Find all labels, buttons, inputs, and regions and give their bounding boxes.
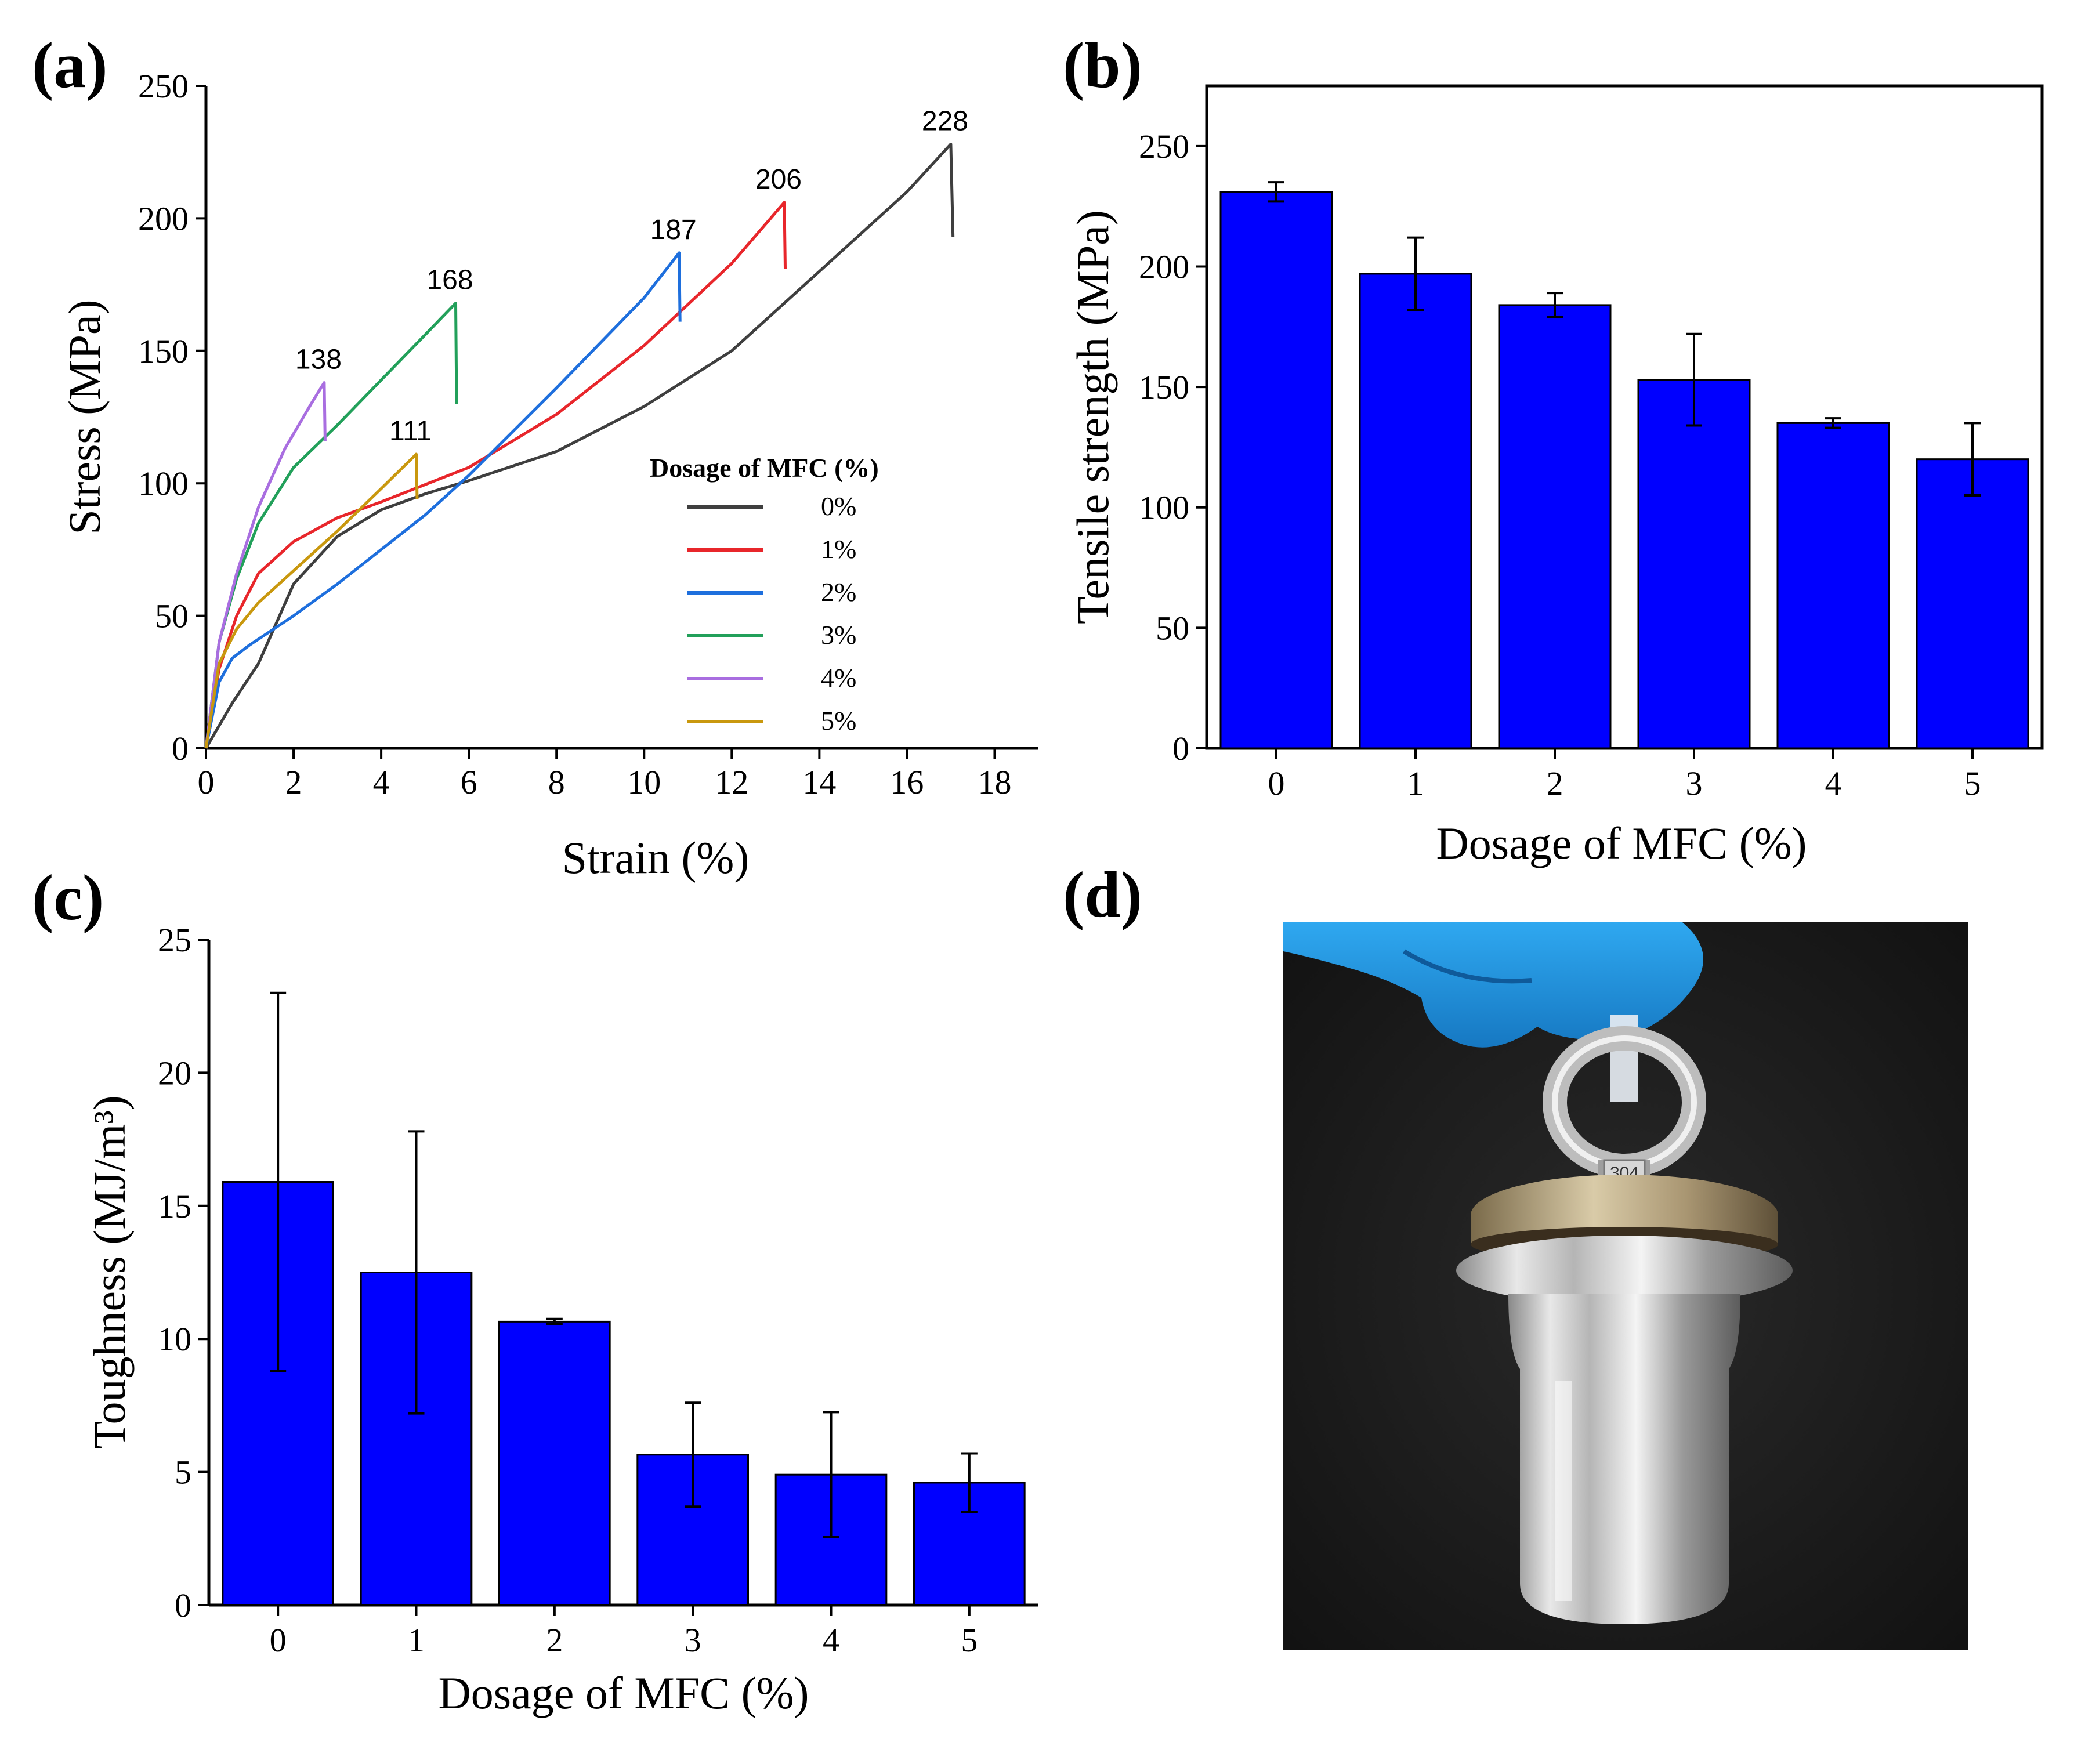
x-tick-label: 4 xyxy=(373,763,390,801)
y-tick-label: 50 xyxy=(1156,609,1189,647)
x-tick-label: 0 xyxy=(1268,765,1285,802)
panel-a-y-label: Stress (MPa) xyxy=(59,299,110,534)
legend-item: 1% xyxy=(821,534,856,564)
panel-b-frame xyxy=(1205,84,2044,750)
weight-body xyxy=(1508,1294,1740,1624)
legend-item: 0% xyxy=(821,491,856,521)
x-tick-label: 0 xyxy=(198,763,215,801)
x-tick-label: 8 xyxy=(548,763,565,801)
panel-c-y-label: Toughness (MJ/m³) xyxy=(84,1095,135,1448)
curve-5 xyxy=(204,452,419,749)
x-tick-label: 6 xyxy=(461,763,477,801)
bar xyxy=(1776,422,1890,749)
bar xyxy=(1637,379,1751,749)
y-tick-label: 5 xyxy=(175,1454,191,1491)
bar xyxy=(498,1320,611,1606)
x-tick-label: 14 xyxy=(802,763,836,801)
y-tick-label: 50 xyxy=(155,597,189,635)
panel-b-bars xyxy=(1219,181,2029,749)
y-tick-label: 0 xyxy=(175,1586,191,1624)
panel-c: (c) 0 5 10 15 20 25 0 1 2 3 4 5 Dosage of MFC (%) T… xyxy=(32,862,1038,1718)
x-tick-label: 18 xyxy=(978,763,1011,801)
x-tick-label: 4 xyxy=(823,1621,839,1659)
y-tick-label: 100 xyxy=(1139,489,1189,527)
panel-b-y-label: Tensile strength (MPa) xyxy=(1067,210,1118,624)
y-tick-label: 250 xyxy=(1139,128,1189,165)
peak-label: 111 xyxy=(389,416,432,447)
y-tick-label: 0 xyxy=(1172,730,1189,767)
weight-reflection xyxy=(1555,1381,1572,1601)
panel-a-legend: Dosage of MFC (%) 0% 1% 2% 3% 4% 5% xyxy=(650,453,879,736)
panel-a-peak-labels: 228 206 187 168 138 111 xyxy=(295,106,968,446)
panel-b-label: (b) xyxy=(1063,30,1142,102)
curve-0 xyxy=(204,143,955,749)
peak-label: 206 xyxy=(755,164,802,195)
legend-item: 5% xyxy=(821,706,856,736)
x-tick-label: 0 xyxy=(270,1621,287,1659)
weight-photo: 304 xyxy=(1283,922,1968,1650)
x-tick-label: 2 xyxy=(546,1621,563,1659)
x-tick-label: 1 xyxy=(408,1621,425,1659)
x-tick-label: 1 xyxy=(1407,765,1424,802)
y-tick-label: 150 xyxy=(1139,368,1189,406)
curve-2 xyxy=(204,251,682,749)
peak-label: 228 xyxy=(922,106,968,136)
x-tick-label: 5 xyxy=(961,1621,978,1659)
x-tick-label: 16 xyxy=(890,763,924,801)
peak-label: 187 xyxy=(650,215,697,245)
legend-item: 4% xyxy=(821,663,856,693)
y-tick-label: 0 xyxy=(172,730,189,767)
y-tick-label: 150 xyxy=(138,332,189,370)
y-tick-label: 10 xyxy=(158,1320,191,1358)
panel-a: (a) 0 2 4 6 8 10 12 14 16 18 0 50 100 150 200 250 228 20… xyxy=(32,30,1038,883)
panel-c-x-label: Dosage of MFC (%) xyxy=(438,1668,809,1718)
legend-item: 2% xyxy=(821,577,856,607)
x-tick-label: 3 xyxy=(1686,765,1703,802)
panel-a-x-label: Strain (%) xyxy=(562,832,750,883)
glove-fold xyxy=(1402,949,1532,984)
weight-collar xyxy=(1456,1236,1793,1305)
x-tick-label: 5 xyxy=(1964,765,1981,802)
y-tick-label: 200 xyxy=(138,200,189,237)
x-tick-label: 3 xyxy=(685,1621,701,1659)
x-tick-label: 2 xyxy=(285,763,302,801)
panel-c-label: (c) xyxy=(32,862,104,934)
bar xyxy=(1916,458,2029,749)
panel-b: (b) 0 50 100 150 200 250 0 1 2 3 4 5 Dosage of MFC … xyxy=(1063,30,2044,868)
y-tick-label: 250 xyxy=(138,67,189,105)
y-tick-label: 25 xyxy=(158,921,191,959)
y-tick-label: 15 xyxy=(158,1187,191,1225)
x-tick-label: 4 xyxy=(1825,765,1842,802)
panel-d: (d) 304 xyxy=(1063,859,1968,1650)
panel-d-label: (d) xyxy=(1063,859,1142,931)
panel-b-x-label: Dosage of MFC (%) xyxy=(1436,818,1807,868)
x-tick-label: 12 xyxy=(715,763,748,801)
legend-item: 3% xyxy=(821,620,856,650)
panel-a-label: (a) xyxy=(32,30,108,102)
legend-title: Dosage of MFC (%) xyxy=(650,453,879,483)
peak-label: 138 xyxy=(295,345,342,375)
panel-c-bars xyxy=(222,991,1026,1606)
panel-a-curves xyxy=(204,143,955,749)
blue-glove xyxy=(1283,922,1703,1048)
y-tick-label: 20 xyxy=(158,1054,191,1092)
panel-b-axes: 0 50 100 150 200 250 0 1 2 3 4 5 xyxy=(1139,128,1981,802)
bar xyxy=(1498,304,1612,749)
x-tick-label: 10 xyxy=(627,763,661,801)
bar xyxy=(1359,273,1472,749)
y-tick-label: 100 xyxy=(138,465,189,502)
bar xyxy=(1219,191,1333,749)
x-tick-label: 2 xyxy=(1547,765,1563,802)
y-tick-label: 200 xyxy=(1139,248,1189,285)
panel-a-axes: 0 2 4 6 8 10 12 14 16 18 0 50 100 150 200 250 xyxy=(138,67,1011,801)
curve-1 xyxy=(204,201,787,749)
panel-c-axes: 0 5 10 15 20 25 0 1 2 3 4 5 xyxy=(158,921,978,1659)
curve-4 xyxy=(204,381,327,749)
peak-label: 168 xyxy=(426,265,473,296)
